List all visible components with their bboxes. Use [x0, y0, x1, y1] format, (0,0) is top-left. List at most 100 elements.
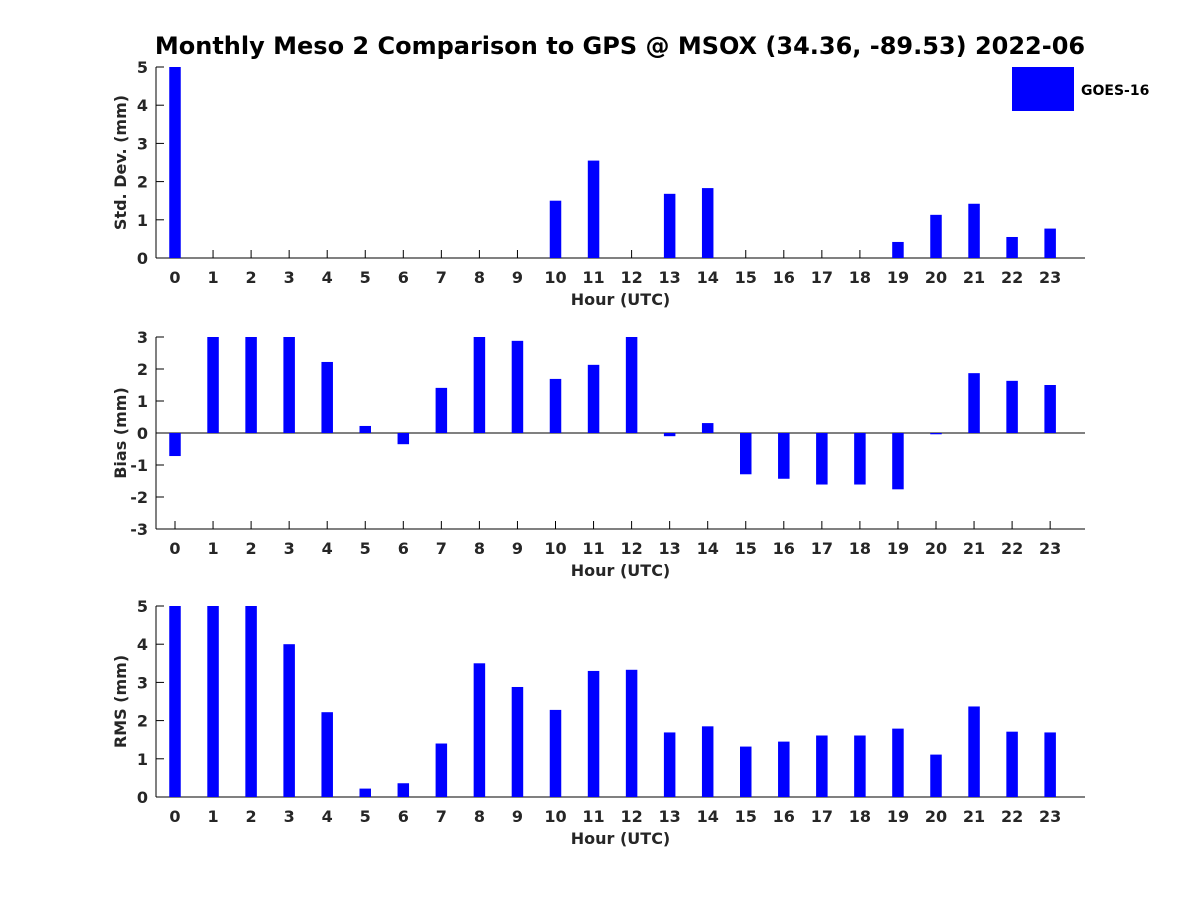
x-axis-label: Hour (UTC) [571, 561, 671, 580]
bar [359, 788, 371, 797]
bar [663, 193, 676, 258]
bar [968, 706, 980, 797]
bar [930, 754, 942, 797]
x-tick-label: 22 [1001, 268, 1023, 287]
x-tick-label: 23 [1039, 268, 1061, 287]
bar [169, 67, 181, 258]
x-tick-label: 18 [849, 539, 871, 558]
x-tick-label: 15 [735, 268, 757, 287]
x-tick-label: 11 [582, 807, 604, 826]
bar [207, 337, 219, 433]
x-tick-label: 16 [773, 807, 795, 826]
y-tick-label: 1 [137, 392, 148, 411]
bar [778, 433, 790, 479]
y-tick-label: 5 [137, 597, 148, 616]
x-tick-label: 4 [322, 807, 333, 826]
bar [283, 644, 295, 797]
bar [169, 433, 181, 457]
y-tick-label: 2 [137, 712, 148, 731]
x-tick-label: 14 [697, 268, 719, 287]
y-tick-label: 0 [137, 788, 148, 807]
x-tick-label: 4 [322, 268, 333, 287]
bar [816, 433, 828, 485]
bar [397, 783, 410, 797]
x-tick-label: 15 [735, 807, 757, 826]
y-tick-label: 2 [137, 360, 148, 379]
x-tick-label: 6 [398, 807, 409, 826]
x-axis-label: Hour (UTC) [571, 829, 671, 848]
x-tick-label: 13 [659, 539, 681, 558]
bar [473, 663, 486, 797]
x-tick-label: 22 [1001, 539, 1023, 558]
x-tick-label: 14 [697, 539, 719, 558]
x-tick-label: 0 [169, 268, 180, 287]
x-tick-label: 0 [169, 807, 180, 826]
x-tick-label: 14 [697, 807, 719, 826]
x-tick-label: 15 [735, 539, 757, 558]
y-tick-label: -2 [130, 488, 148, 507]
x-axis-label: Hour (UTC) [571, 290, 671, 309]
x-tick-label: 11 [582, 539, 604, 558]
bar [321, 361, 333, 433]
bar [663, 433, 676, 437]
bar [587, 160, 600, 258]
bar [473, 337, 486, 433]
y-tick-label: 1 [137, 750, 148, 769]
y-tick-label: -1 [130, 456, 148, 475]
bar [245, 606, 257, 797]
bar [1044, 732, 1056, 797]
y-tick-label: 4 [137, 96, 148, 115]
bar [701, 423, 714, 433]
legend: GOES-16 [1012, 67, 1149, 111]
x-tick-label: 18 [849, 268, 871, 287]
y-tick-label: 4 [137, 635, 148, 654]
bar [511, 340, 524, 433]
x-tick-label: 7 [436, 807, 447, 826]
y-tick-label: 5 [137, 58, 148, 77]
y-axis-label: RMS (mm) [111, 655, 130, 748]
bar [549, 200, 562, 258]
x-tick-label: 7 [436, 268, 447, 287]
x-tick-label: 19 [887, 539, 909, 558]
x-tick-label: 21 [963, 807, 985, 826]
x-tick-label: 8 [474, 807, 485, 826]
y-tick-label: 1 [137, 211, 148, 230]
x-tick-label: 6 [398, 539, 409, 558]
x-tick-label: 1 [207, 268, 218, 287]
bar [587, 364, 600, 433]
bar [1006, 731, 1018, 797]
bar [663, 732, 676, 797]
bar [740, 746, 752, 797]
x-tick-label: 13 [659, 807, 681, 826]
x-tick-label: 6 [398, 268, 409, 287]
x-tick-label: 0 [169, 539, 180, 558]
y-tick-label: -3 [130, 520, 148, 539]
x-tick-label: 19 [887, 807, 909, 826]
bar [625, 337, 638, 433]
chart-title: Monthly Meso 2 Comparison to GPS @ MSOX … [155, 32, 1085, 60]
x-tick-label: 20 [925, 268, 947, 287]
y-tick-label: 2 [137, 173, 148, 192]
bar [816, 735, 828, 797]
x-tick-label: 17 [811, 807, 833, 826]
y-axis-label: Std. Dev. (mm) [111, 95, 130, 230]
y-tick-label: 0 [137, 249, 148, 268]
x-tick-label: 2 [246, 807, 257, 826]
x-tick-label: 3 [284, 539, 295, 558]
x-tick-label: 21 [963, 268, 985, 287]
bar [625, 669, 638, 797]
x-tick-label: 1 [207, 539, 218, 558]
bar [854, 735, 866, 797]
x-tick-label: 17 [811, 539, 833, 558]
x-tick-label: 4 [322, 539, 333, 558]
x-tick-label: 7 [436, 539, 447, 558]
x-tick-label: 23 [1039, 539, 1061, 558]
bar [1044, 228, 1056, 258]
bar [207, 606, 219, 797]
x-tick-label: 12 [620, 807, 642, 826]
bar [740, 433, 752, 475]
y-tick-label: 3 [137, 673, 148, 692]
